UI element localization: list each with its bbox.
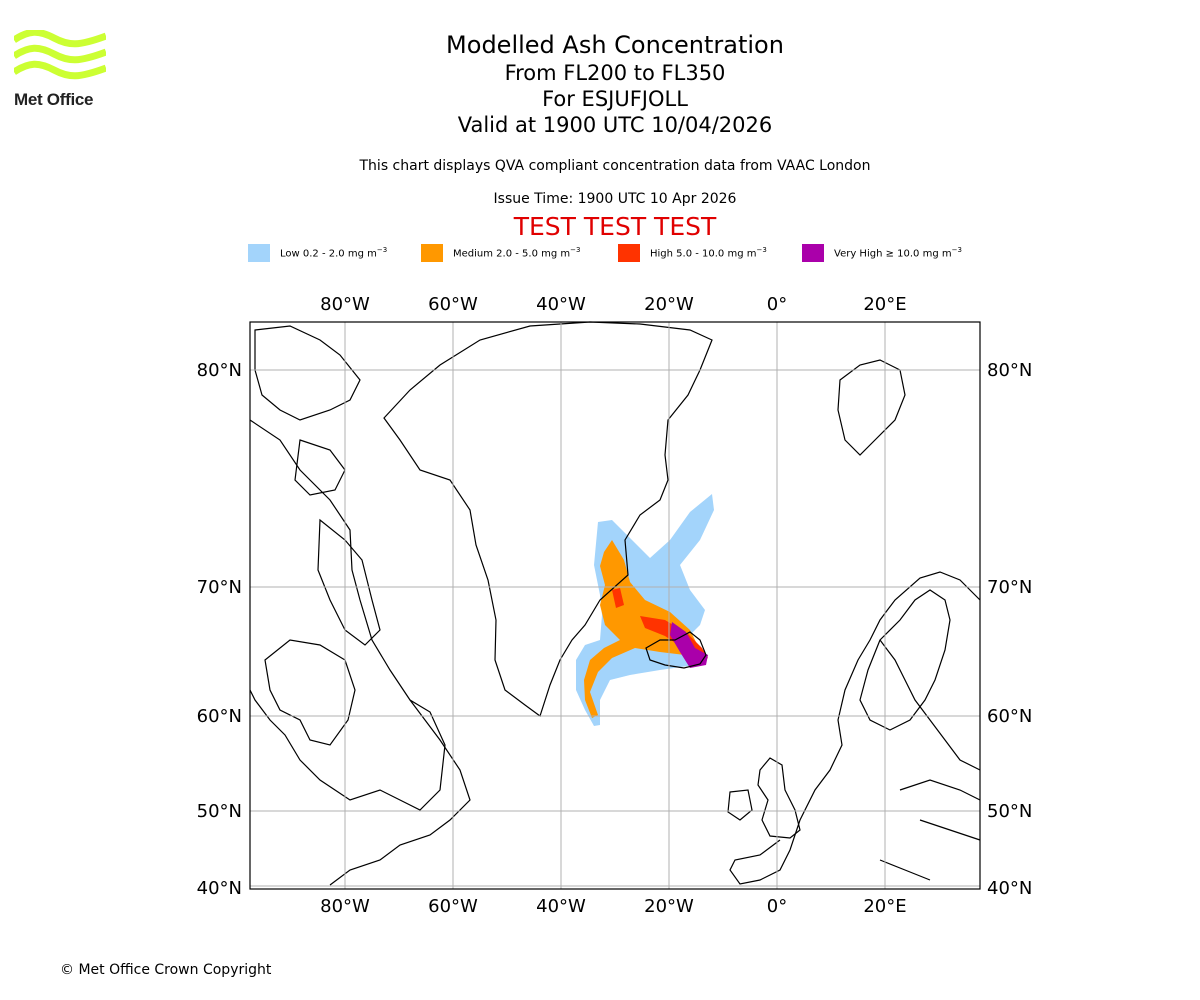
lon-labels-top: 80°W 60°W 40°W 20°W 0° 20°E	[320, 294, 906, 315]
legend-unit-sup: −3	[756, 246, 767, 254]
uk-coast	[727, 757, 801, 839]
lat-label-50n-right: 50°N	[987, 801, 1032, 822]
chart-title-block: Modelled Ash Concentration From FL200 to…	[0, 30, 1200, 138]
legend-swatch-medium	[421, 244, 443, 262]
legend-label-very-high: Very High ≥ 10.0 mg m	[834, 248, 952, 260]
lon-label-20e-bottom: 20°E	[863, 896, 906, 917]
svalbard-coast	[837, 359, 906, 456]
canada-coast	[249, 419, 446, 811]
plume-medium	[584, 540, 700, 718]
test-banner: TEST TEST TEST	[513, 212, 717, 241]
arctic-islands-coast	[254, 325, 361, 496]
copyright: © Met Office Crown Copyright	[60, 962, 272, 978]
lon-label-40w-top: 40°W	[536, 294, 586, 315]
lat-label-80n-right: 80°N	[987, 360, 1032, 381]
lat-label-40n-left: 40°N	[197, 878, 242, 899]
plume-very-high	[670, 622, 708, 668]
legend-swatch-high	[618, 244, 640, 262]
legend-label-medium: Medium 2.0 - 5.0 mg m	[453, 248, 571, 260]
lat-label-70n-right: 70°N	[987, 577, 1032, 598]
hudson-bay-coast	[264, 639, 356, 746]
gridlines	[250, 322, 980, 889]
legend-unit-sup: −3	[570, 246, 581, 254]
lat-labels-right: 80°N 70°N 60°N 50°N 40°N	[987, 360, 1032, 899]
subtitle: This chart displays QVA compliant concen…	[359, 158, 871, 174]
lat-label-80n-left: 80°N	[197, 360, 242, 381]
baltic-coast	[879, 779, 981, 881]
greenland-coast	[383, 321, 713, 717]
legend-label-low: Low 0.2 - 2.0 mg m	[280, 248, 377, 260]
lat-label-60n-left: 60°N	[197, 706, 242, 727]
lat-label-60n-right: 60°N	[987, 706, 1032, 727]
iceland-coast	[645, 631, 707, 669]
europe-coast	[729, 571, 981, 885]
lat-labels-left: 80°N 70°N 60°N 50°N 40°N	[197, 360, 242, 899]
legend-swatch-low	[248, 244, 270, 262]
coastlines	[249, 321, 981, 886]
title-levels: From FL200 to FL350	[504, 61, 726, 85]
lat-label-50n-left: 50°N	[197, 801, 242, 822]
labrador-coast	[329, 699, 471, 886]
issue-time: Issue Time: 1900 UTC 10 Apr 2026	[493, 191, 737, 207]
legend-unit-sup: −3	[951, 246, 962, 254]
lon-label-80w-bottom: 80°W	[320, 896, 370, 917]
lon-label-40w-bottom: 40°W	[536, 896, 586, 917]
lon-label-0-top: 0°	[767, 294, 787, 315]
baffin-coast	[317, 518, 381, 646]
ash-plume	[576, 494, 714, 726]
lon-labels-bottom: 80°W 60°W 40°W 20°W 0° 20°E	[320, 896, 906, 917]
title-valid: Valid at 1900 UTC 10/04/2026	[457, 113, 773, 137]
lon-label-20w-bottom: 20°W	[644, 896, 694, 917]
lon-label-20e-top: 20°E	[863, 294, 906, 315]
met-office-waves-icon	[14, 30, 106, 80]
title-main: Modelled Ash Concentration	[446, 31, 784, 59]
legend-unit-sup: −3	[376, 246, 388, 254]
lon-label-60w-bottom: 60°W	[428, 896, 478, 917]
map-frame	[249, 321, 981, 890]
scandinavia-coast	[859, 589, 951, 731]
lon-label-80w-top: 80°W	[320, 294, 370, 315]
lon-label-60w-top: 60°W	[428, 294, 478, 315]
legend-label-high: High 5.0 - 10.0 mg m	[650, 248, 757, 260]
lat-label-70n-left: 70°N	[197, 577, 242, 598]
logo-text: Met Office	[14, 90, 94, 109]
legend-swatch-very-high	[802, 244, 824, 262]
lon-label-20w-top: 20°W	[644, 294, 694, 315]
lat-label-40n-right: 40°N	[987, 878, 1032, 899]
lon-label-0-bottom: 0°	[767, 896, 787, 917]
title-volcano: For ESJUFJOLL	[542, 87, 688, 111]
met-office-logo: Met Office	[14, 30, 108, 110]
